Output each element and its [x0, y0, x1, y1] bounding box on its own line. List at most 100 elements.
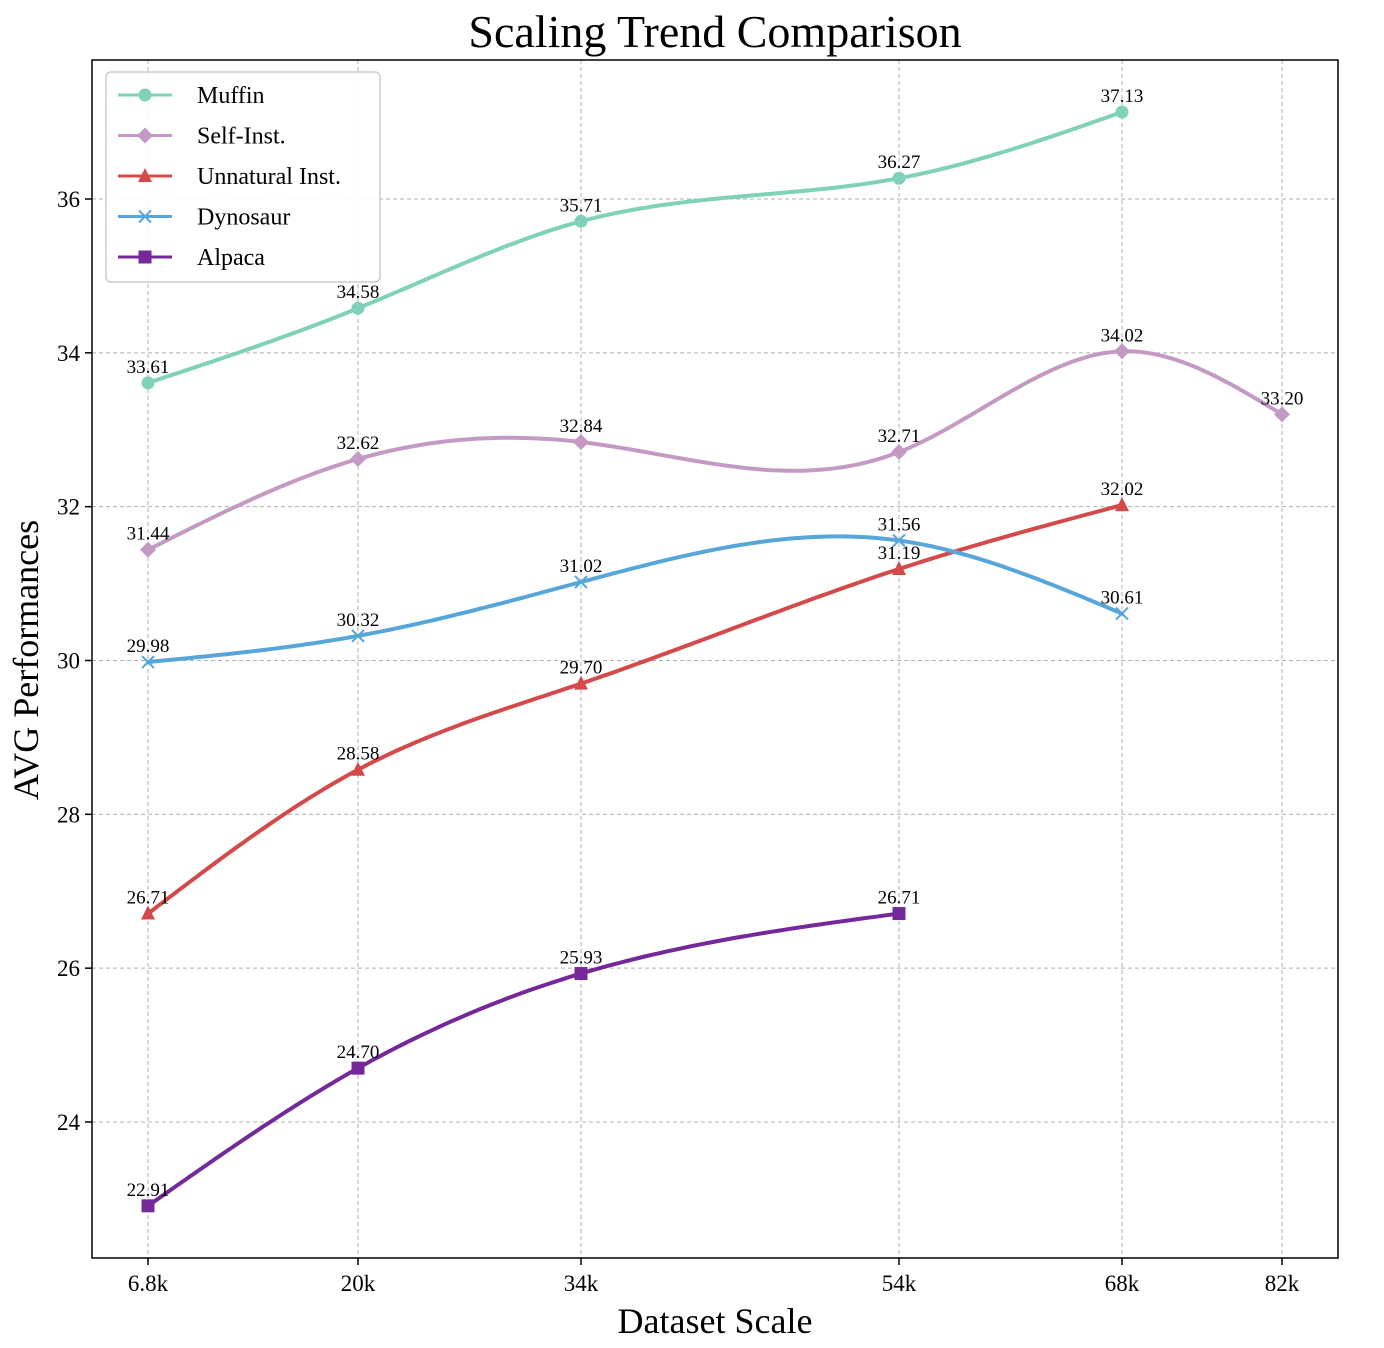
data-point-self-inst — [1114, 343, 1130, 360]
x-marker-stroke — [138, 209, 152, 224]
data-point-unnatural-inst — [574, 675, 588, 690]
data-point-unnatural-inst — [1115, 497, 1129, 512]
data-label-self-inst: 31.44 — [127, 524, 170, 545]
x-axis-label: Dataset Scale — [618, 1301, 813, 1341]
x-marker-stroke — [141, 655, 155, 669]
series-line-dynosaur — [146, 534, 1124, 664]
x-marker-stroke — [892, 533, 906, 548]
data-point-unnatural-inst — [141, 905, 155, 920]
legend-item-unnatural-inst: Unnatural Inst. — [118, 164, 341, 190]
axis-layer: 6.8k 20k 34k 54k 68k 82k 24 26 28 30 32 34 36 — [57, 59, 1339, 1296]
series-alpaca: 22.91 24.70 25.93 26.71 — [127, 888, 921, 1213]
y-tick-label: 28 — [57, 802, 80, 827]
data-label-unnatural-inst: 29.70 — [560, 658, 603, 679]
data-point-unnatural-inst — [892, 560, 906, 575]
data-point-alpaca — [892, 907, 906, 921]
x-tick-label: 20k — [341, 1271, 376, 1296]
data-label-self-inst: 32.62 — [337, 433, 380, 454]
data-point-dynosaur — [351, 629, 365, 643]
legend-marker-self-inst — [137, 127, 153, 144]
data-label-self-inst: 32.71 — [878, 426, 921, 447]
data-label-dynosaur: 30.61 — [1101, 588, 1144, 609]
data-label-muffin: 33.61 — [127, 357, 170, 378]
data-label-dynosaur: 29.98 — [127, 636, 170, 657]
y-axis-label: AVG Performances — [6, 520, 46, 800]
legend-label-self-inst: Self-Inst. — [197, 124, 286, 150]
x-marker-stroke — [574, 575, 588, 589]
legend-label-unnatural-inst: Unnatural Inst. — [197, 164, 341, 190]
x-tick-label: 68k — [1105, 1271, 1140, 1296]
chart-title: Scaling Trend Comparison — [468, 6, 961, 57]
y-tick-label: 34 — [57, 341, 81, 366]
data-label-alpaca: 25.93 — [560, 948, 603, 969]
data-label-unnatural-inst: 32.02 — [1101, 479, 1144, 500]
data-label-muffin: 36.27 — [878, 152, 921, 173]
data-point-muffin — [141, 376, 155, 390]
data-label-alpaca: 22.91 — [127, 1180, 170, 1201]
x-tick-label: 6.8k — [128, 1271, 169, 1296]
data-point-dynosaur — [892, 533, 906, 548]
data-point-dynosaur — [574, 575, 588, 589]
data-point-alpaca — [351, 1061, 365, 1075]
y-tick-label: 32 — [57, 495, 80, 520]
legend-item-alpaca: Alpaca — [118, 245, 265, 271]
data-point-muffin — [574, 214, 588, 228]
legend: Muffin Self-Inst. Unnatural Inst. Dynosaur A… — [105, 71, 381, 283]
plot-frame — [91, 59, 1339, 1259]
series-line-self-inst — [146, 349, 1284, 552]
series-line-alpaca — [146, 911, 901, 1208]
data-point-muffin — [892, 171, 906, 185]
data-point-self-inst — [573, 434, 589, 451]
legend-item-muffin: Muffin — [118, 83, 265, 109]
legend-label-alpaca: Alpaca — [197, 245, 265, 271]
data-point-unnatural-inst — [351, 761, 365, 776]
data-point-self-inst — [1274, 406, 1290, 423]
data-point-muffin — [351, 301, 365, 315]
data-label-self-inst: 33.20 — [1261, 388, 1304, 409]
data-point-self-inst — [350, 450, 366, 467]
series-unnatural-inst: 26.71 28.58 29.70 31.19 32.02 — [127, 479, 1144, 920]
data-label-muffin: 37.13 — [1101, 86, 1144, 107]
data-label-unnatural-inst: 28.58 — [337, 744, 380, 765]
legend-label-muffin: Muffin — [197, 83, 265, 109]
data-label-dynosaur: 30.32 — [337, 610, 380, 631]
data-point-self-inst — [891, 444, 907, 461]
data-point-muffin — [1115, 105, 1129, 119]
legend-marker-muffin — [138, 88, 152, 102]
data-label-unnatural-inst: 26.71 — [127, 888, 170, 909]
y-tick-label: 24 — [57, 1110, 81, 1135]
data-label-alpaca: 26.71 — [878, 888, 921, 909]
series-layer: 33.61 34.58 35.71 36.27 37.13 31.44 32.62 32.84… — [127, 86, 1304, 1213]
data-label-muffin: 34.58 — [337, 282, 380, 303]
data-point-dynosaur — [1115, 606, 1129, 621]
grid-layer — [92, 60, 1338, 1258]
legend-box — [105, 71, 381, 283]
data-label-self-inst: 32.84 — [560, 416, 603, 437]
x-tick-label: 34k — [564, 1271, 599, 1296]
legend-marker-unnatural-inst — [138, 168, 152, 182]
data-point-alpaca — [574, 967, 588, 981]
data-label-unnatural-inst: 31.19 — [878, 543, 921, 564]
data-label-muffin: 35.71 — [560, 195, 603, 216]
data-label-alpaca: 24.70 — [337, 1042, 380, 1063]
x-tick-label: 54k — [882, 1271, 917, 1296]
legend-item-self-inst: Self-Inst. — [118, 124, 286, 150]
y-tick-label: 26 — [57, 956, 80, 981]
series-dynosaur: 29.98 30.32 31.02 31.56 30.61 — [127, 515, 1144, 669]
legend-label-dynosaur: Dynosaur — [197, 205, 290, 231]
data-label-dynosaur: 31.02 — [560, 556, 603, 577]
legend-item-dynosaur: Dynosaur — [118, 205, 290, 231]
x-marker-stroke — [1115, 606, 1129, 621]
data-point-dynosaur — [141, 655, 155, 669]
y-tick-label: 36 — [57, 187, 80, 212]
data-point-self-inst — [140, 541, 156, 558]
data-label-self-inst: 34.02 — [1101, 325, 1144, 346]
data-label-dynosaur: 31.56 — [878, 515, 921, 536]
series-self-inst: 31.44 32.62 32.84 32.71 34.02 33.20 — [127, 325, 1304, 558]
legend-marker-alpaca — [138, 250, 152, 264]
x-marker-stroke — [351, 629, 365, 643]
data-point-alpaca — [141, 1199, 155, 1213]
x-tick-label: 82k — [1265, 1271, 1300, 1296]
series-muffin: 33.61 34.58 35.71 36.27 37.13 — [127, 86, 1144, 390]
